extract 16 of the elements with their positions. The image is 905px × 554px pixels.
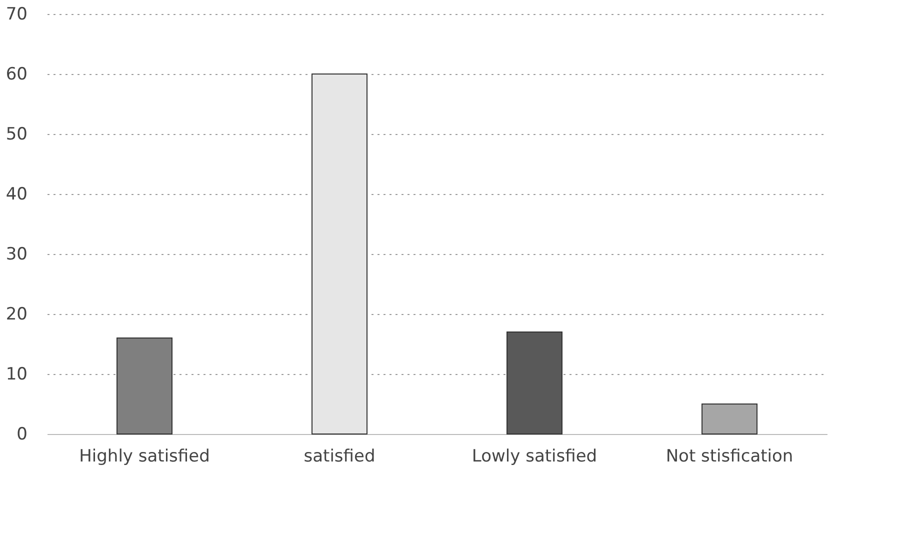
y-tick-label: 0 bbox=[16, 424, 28, 444]
y-tick-label: 60 bbox=[6, 64, 28, 84]
bar bbox=[506, 332, 562, 434]
x-tick-label: Not stisfication bbox=[666, 446, 794, 466]
bar bbox=[312, 74, 368, 434]
x-tick-label: Lowly satisfied bbox=[472, 446, 598, 466]
bar bbox=[116, 338, 172, 434]
y-tick-label: 40 bbox=[6, 184, 28, 204]
y-tick-label: 20 bbox=[6, 304, 28, 324]
y-tick-label: 70 bbox=[6, 4, 28, 24]
y-tick-label: 50 bbox=[6, 124, 28, 144]
bar bbox=[702, 404, 758, 434]
y-tick-label: 10 bbox=[6, 364, 28, 384]
x-tick-label: Highly satisfied bbox=[79, 446, 210, 466]
y-tick-label: 30 bbox=[6, 244, 28, 264]
x-tick-label: satisfied bbox=[304, 446, 376, 466]
